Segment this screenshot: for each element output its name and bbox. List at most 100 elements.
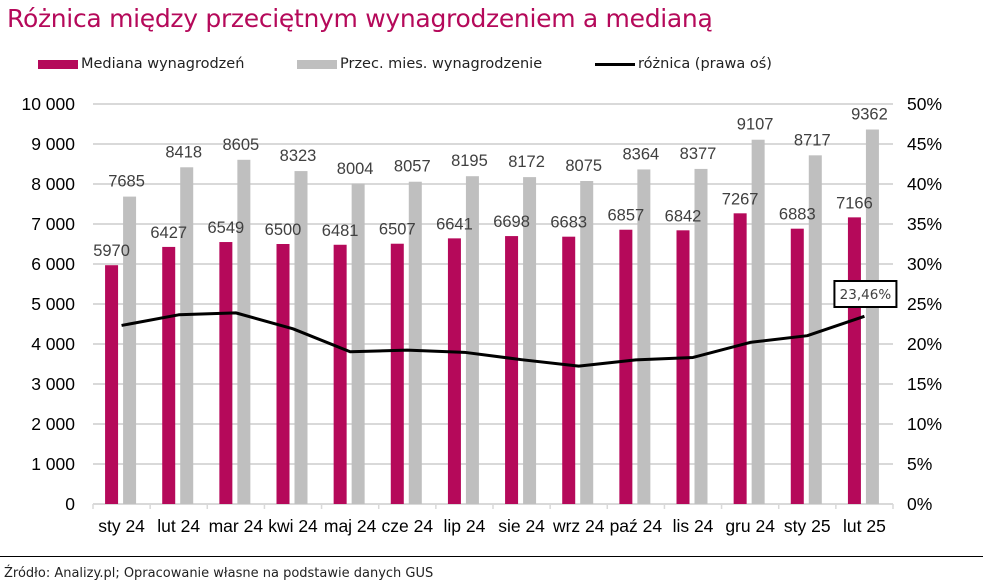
data-label-average: 8004	[337, 160, 374, 178]
y-left-tick-label: 4 000	[31, 334, 75, 354]
bar-average	[408, 181, 422, 504]
x-tick-label: sty 24	[98, 516, 145, 536]
bar-median	[219, 242, 233, 505]
y-left-tick-label: 8 000	[31, 174, 75, 194]
bar-median	[276, 244, 290, 504]
y-left-tick-label: 9 000	[31, 134, 75, 154]
data-label-median: 7166	[836, 194, 873, 212]
y-right-tick-label: 0%	[907, 494, 932, 514]
bar-median	[733, 213, 747, 504]
data-label-average: 8418	[165, 143, 202, 161]
bar-median	[390, 243, 404, 504]
data-label-median: 6842	[665, 207, 702, 225]
x-tick-label: kwi 24	[268, 516, 318, 536]
bar-average	[865, 129, 879, 504]
legend-item-difference: różnica (prawa oś)	[595, 56, 772, 72]
x-tick-label: wrz 24	[552, 516, 605, 536]
line-difference	[121, 311, 865, 368]
y-left-tick-label: 10 000	[21, 94, 75, 114]
data-label-median: 6500	[265, 221, 302, 239]
bar-average	[294, 171, 308, 504]
bar-median	[790, 228, 804, 504]
bar-average	[237, 159, 251, 505]
bar-median	[676, 230, 690, 504]
y-right-tick-label: 15%	[907, 374, 942, 394]
bar-average	[351, 183, 365, 504]
data-label-average: 8364	[622, 145, 659, 163]
chart-title: Różnica między przeciętnym wynagrodzenie…	[7, 4, 713, 33]
legend-item-average: Przec. mies. wynagrodzenie	[297, 56, 542, 72]
y-right-tick-label: 35%	[907, 214, 942, 234]
x-tick-label: lut 24	[157, 516, 200, 536]
y-right-tick-label: 10%	[907, 414, 942, 434]
x-tick-label: cze 24	[382, 516, 434, 536]
y-right-tick-label: 25%	[907, 294, 942, 314]
bar-median	[505, 236, 519, 504]
y-left-tick-label: 0	[65, 494, 75, 514]
bar-median	[562, 236, 576, 504]
bar-median	[105, 265, 119, 504]
data-label-median: 6883	[779, 206, 816, 224]
bar-average	[123, 196, 137, 504]
data-label-average: 8172	[508, 153, 545, 171]
bar-average	[694, 168, 708, 505]
data-label-median: 6481	[322, 222, 359, 240]
x-tick-label: lis 24	[673, 516, 714, 536]
bar-median	[162, 246, 176, 505]
legend-swatch-median	[38, 59, 78, 69]
bar-average	[637, 169, 651, 504]
bar-average	[580, 181, 594, 504]
data-label-median: 7267	[722, 190, 759, 208]
legend-label-difference: różnica (prawa oś)	[638, 56, 772, 72]
y-right-tick-label: 5%	[907, 454, 932, 474]
annotation-box	[833, 280, 898, 308]
bar-average	[465, 176, 479, 504]
data-label-average: 8377	[680, 145, 717, 163]
x-tick-label: mar 24	[209, 516, 264, 536]
y-left-tick-label: 7 000	[31, 214, 75, 234]
x-tick-label: lut 25	[843, 516, 886, 536]
data-label-median: 6641	[436, 215, 473, 233]
data-label-median: 6549	[207, 219, 244, 237]
bar-median	[333, 244, 347, 504]
x-tick-label: sty 25	[784, 516, 831, 536]
data-label-average: 8057	[394, 158, 431, 176]
data-label-median: 6683	[550, 214, 587, 232]
x-tick-label: gru 24	[725, 516, 775, 536]
y-right-tick-label: 45%	[907, 134, 942, 154]
data-label-average: 8323	[280, 147, 317, 165]
data-label-average: 8075	[565, 157, 602, 175]
y-right-tick-label: 30%	[907, 254, 942, 274]
data-label-average: 8605	[222, 136, 259, 154]
y-left-tick-label: 6 000	[31, 254, 75, 274]
footer-divider	[0, 556, 983, 557]
chart-plot: 0 1 000 2 000 3 000 4 000 5 000 6 000 7 000 8 00…	[21, 94, 942, 536]
legend-swatch-average	[297, 59, 337, 69]
y-left-tick-label: 3 000	[31, 374, 75, 394]
bar-median	[447, 238, 461, 505]
data-label-average: 9107	[737, 116, 774, 134]
bar-average	[808, 155, 822, 504]
legend-swatch-difference	[595, 62, 635, 66]
x-tick-label: lip 24	[444, 516, 486, 536]
annotation-label: 23,46%	[840, 287, 892, 303]
legend-label-median: Mediana wynagrodzeń	[81, 56, 245, 72]
data-label-median: 6857	[607, 207, 644, 225]
y-right-tick-label: 50%	[907, 94, 942, 114]
data-label-average: 8717	[794, 131, 831, 149]
source-note: Źródło: Analizy.pl; Opracowanie własne n…	[4, 566, 434, 581]
x-tick-label: maj 24	[324, 516, 377, 536]
data-label-average: 8195	[451, 152, 488, 170]
y-left-tick-label: 1 000	[31, 454, 75, 474]
bar-median	[847, 217, 861, 505]
bar-average	[523, 177, 537, 504]
bar-average	[751, 139, 765, 504]
data-label-median: 5970	[93, 242, 130, 260]
y-left-tick-label: 5 000	[31, 294, 75, 314]
bar-average	[180, 167, 194, 504]
bar-median	[619, 229, 633, 504]
y-right-tick-label: 40%	[907, 174, 942, 194]
data-label-median: 6427	[150, 224, 187, 242]
legend-item-median: Mediana wynagrodzeń	[38, 56, 244, 72]
x-tick-label: sie 24	[498, 516, 545, 536]
